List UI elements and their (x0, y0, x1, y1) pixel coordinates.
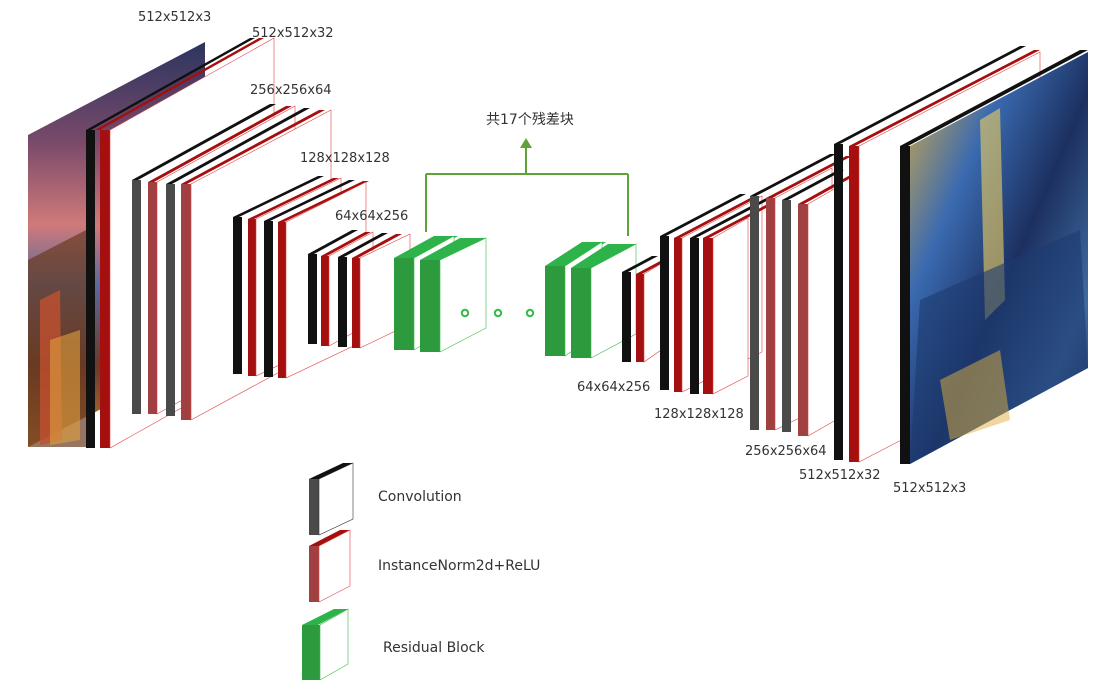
dec-64-label: 256x256x64 (745, 444, 827, 459)
legend-residual-icon (302, 608, 349, 681)
dec-stage4-blocks (622, 256, 668, 363)
enc-256-label: 64x64x256 (335, 209, 409, 224)
enc-64-label: 256x256x64 (250, 83, 332, 98)
dec-stage2-blocks (750, 154, 858, 437)
legend-conv-icon (309, 462, 354, 536)
dec-output-label: 512x512x3 (893, 481, 967, 496)
dec-stage3-blocks (660, 194, 789, 395)
ellipsis-dots (460, 308, 535, 318)
enc-32-label: 512x512x32 (252, 26, 334, 41)
output-image (900, 50, 1088, 464)
residual-count-arrow (425, 138, 629, 236)
legend-residual-label: Residual Block (383, 640, 485, 656)
legend-norm-icon (309, 529, 351, 603)
residual-count-label: 共17个残差块 (486, 112, 574, 128)
enc-128-label: 128x128x128 (300, 151, 390, 166)
residual-blocks-left (394, 235, 487, 353)
enc-input-label: 512x512x3 (138, 10, 212, 25)
legend-conv-label: Convolution (378, 489, 462, 505)
dec-32-label: 512x512x32 (799, 468, 881, 483)
legend-norm-label: InstanceNorm2d+ReLU (378, 558, 541, 574)
dec-256-label: 64x64x256 (577, 380, 651, 395)
dec-128-label: 128x128x128 (654, 407, 744, 422)
